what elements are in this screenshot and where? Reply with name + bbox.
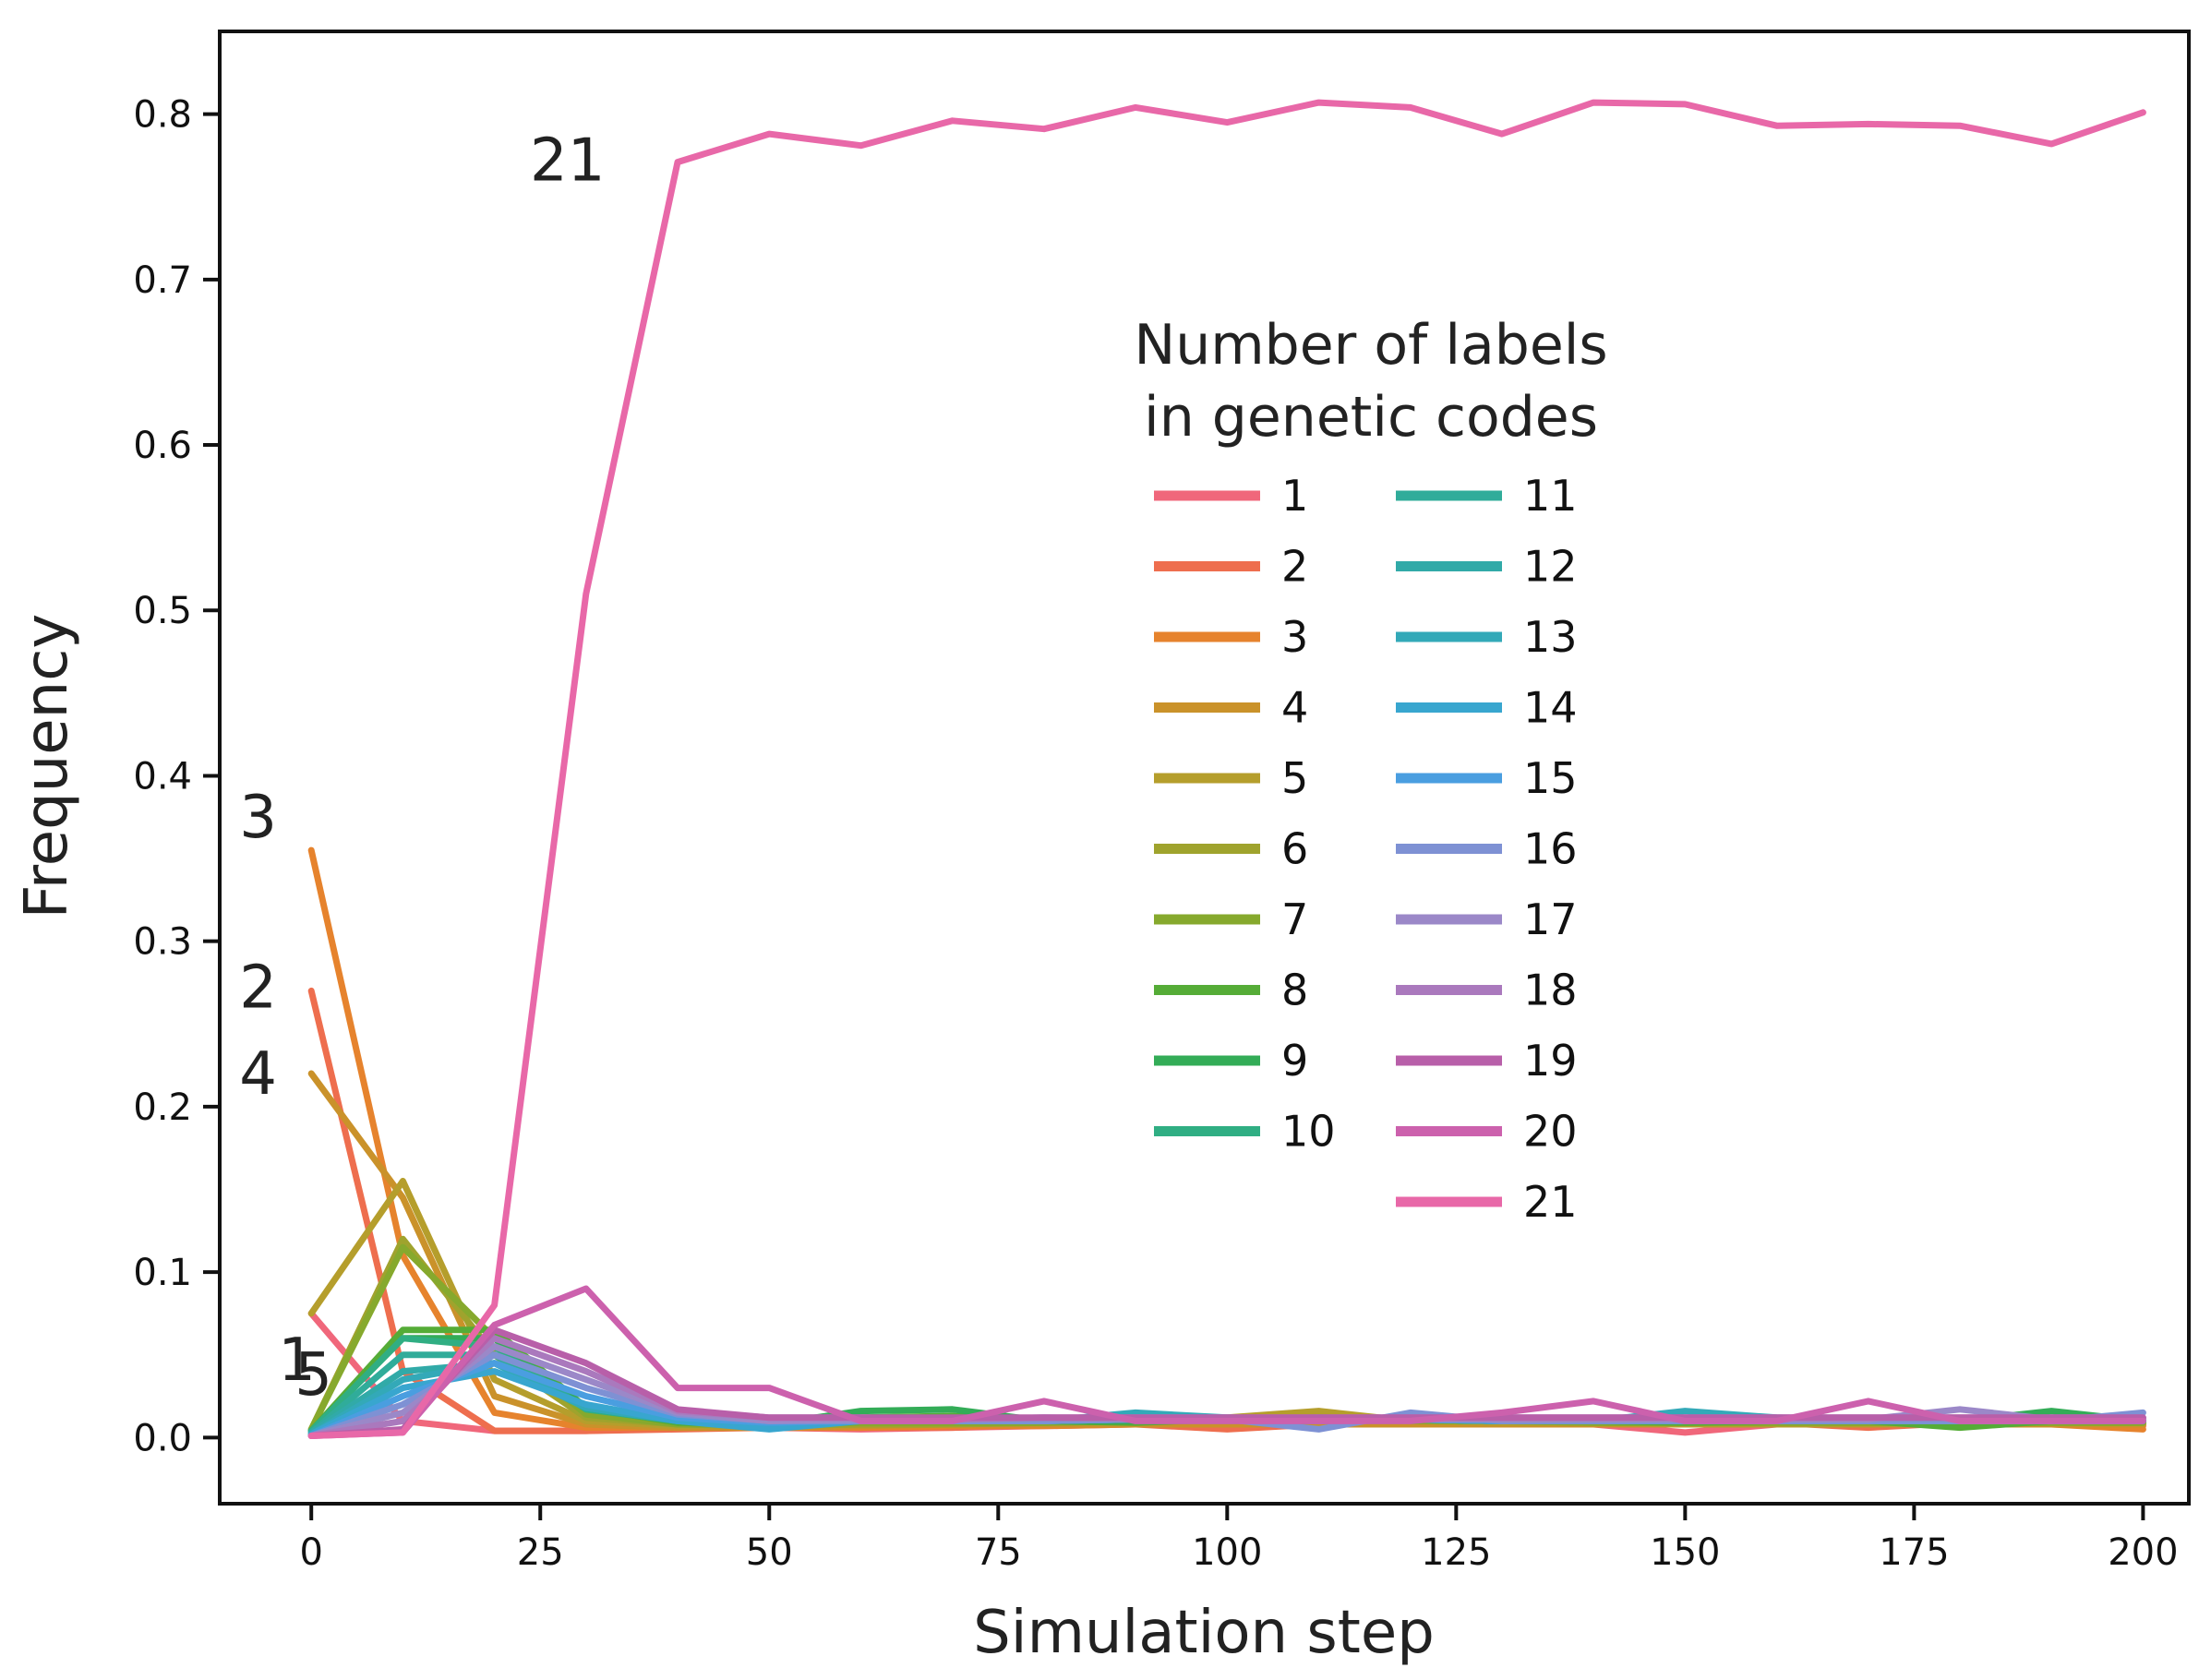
y-axis-ticks: 0.0 0.1 0.2 0.3 0.4 0.5 0.6 0.7 0.8 <box>133 94 220 1459</box>
legend-label-7: 7 <box>1281 894 1308 944</box>
series-line-21 <box>307 99 2146 1439</box>
annotation-3: 3 <box>239 784 277 852</box>
y-axis-title: Frequency <box>13 614 81 919</box>
legend-label-19: 19 <box>1523 1036 1578 1086</box>
legend-label-1: 1 <box>1281 471 1308 521</box>
annotation-2: 2 <box>239 954 277 1022</box>
legend-label-11: 11 <box>1523 471 1578 521</box>
legend-title-line-2: in genetic codes <box>1144 385 1598 450</box>
legend-title-line-1: Number of labels <box>1134 313 1607 378</box>
x-axis-ticks: 0 25 50 75 100 125 150 175 200 <box>299 1504 2179 1574</box>
legend-label-5: 5 <box>1281 753 1308 803</box>
annotation-21: 21 <box>530 127 605 196</box>
y-tick-label: 0.4 <box>133 755 192 798</box>
legend: Number of labels in genetic codes 123456… <box>1134 313 1607 1227</box>
series-layer <box>307 99 2146 1439</box>
x-tick-label: 25 <box>517 1531 564 1574</box>
y-tick-label: 0.8 <box>133 94 192 137</box>
legend-label-14: 14 <box>1523 683 1578 733</box>
legend-label-21: 21 <box>1523 1177 1578 1227</box>
x-tick-label: 100 <box>1192 1531 1262 1574</box>
x-tick-label: 150 <box>1650 1531 1720 1574</box>
annotation-5: 5 <box>294 1341 332 1410</box>
legend-label-6: 6 <box>1281 824 1308 874</box>
legend-label-15: 15 <box>1523 753 1578 803</box>
legend-label-9: 9 <box>1281 1036 1308 1086</box>
legend-label-16: 16 <box>1523 824 1578 874</box>
legend-label-2: 2 <box>1281 542 1308 592</box>
legend-label-18: 18 <box>1523 966 1578 1015</box>
annotation-1: 1 <box>278 1326 316 1395</box>
x-axis-title: Simulation step <box>973 1599 1435 1667</box>
y-tick-label: 0.1 <box>133 1252 192 1294</box>
plot-frame <box>218 30 2191 1506</box>
legend-label-10: 10 <box>1281 1107 1336 1157</box>
x-tick-label: 175 <box>1879 1531 1949 1574</box>
series-line-20 <box>307 1285 2146 1439</box>
x-tick-label: 75 <box>975 1531 1022 1574</box>
series-line-19 <box>307 1326 2146 1439</box>
legend-label-3: 3 <box>1281 612 1308 662</box>
legend-label-8: 8 <box>1281 966 1308 1015</box>
legend-label-4: 4 <box>1281 683 1308 733</box>
legend-label-20: 20 <box>1523 1107 1578 1157</box>
y-tick-label: 0.5 <box>133 590 192 632</box>
legend-label-17: 17 <box>1523 894 1578 944</box>
legend-label-12: 12 <box>1523 542 1578 592</box>
series-annotations: 21 3 2 4 51 <box>239 127 605 1410</box>
y-tick-label: 0.2 <box>133 1086 192 1129</box>
legend-label-13: 13 <box>1523 612 1578 662</box>
annotation-4: 4 <box>239 1040 277 1109</box>
y-tick-label: 0.3 <box>133 921 192 964</box>
x-tick-label: 125 <box>1421 1531 1491 1574</box>
x-tick-label: 200 <box>2108 1531 2178 1574</box>
y-tick-label: 0.0 <box>133 1417 192 1459</box>
x-tick-label: 50 <box>746 1531 793 1574</box>
y-tick-label: 0.7 <box>133 259 192 302</box>
y-tick-label: 0.6 <box>133 425 192 467</box>
x-tick-label: 0 <box>299 1531 322 1574</box>
